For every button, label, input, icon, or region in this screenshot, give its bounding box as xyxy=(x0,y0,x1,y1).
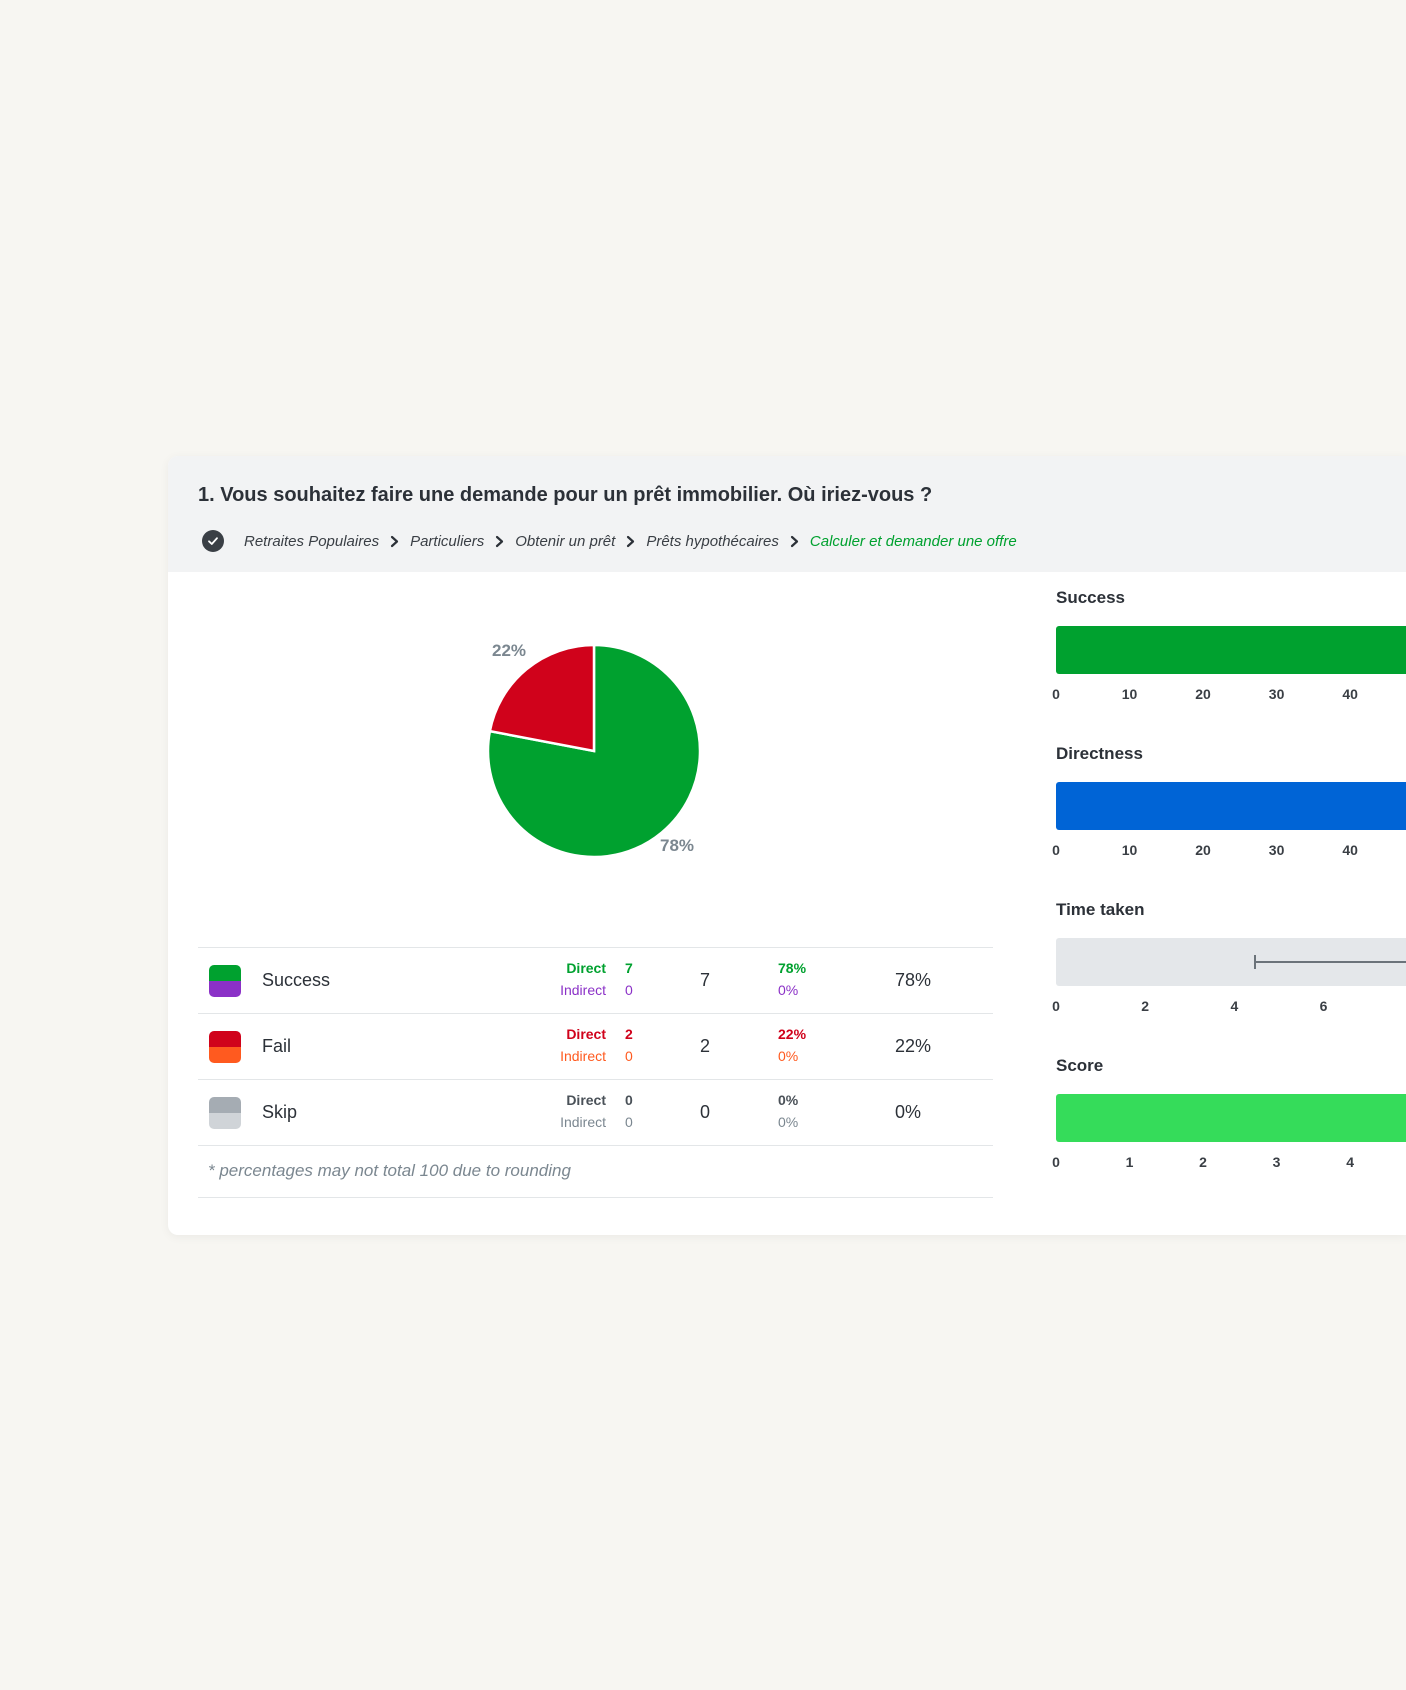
indirect-percent: 0% xyxy=(778,1114,799,1130)
color-swatch xyxy=(209,1097,241,1129)
pie-label-fail: 22% xyxy=(492,641,526,660)
breadcrumb-item[interactable]: Prêts hypothécaires xyxy=(646,532,779,550)
axis-tick-label: 0 xyxy=(1052,686,1060,702)
axis-tick-label: 0 xyxy=(1052,998,1060,1014)
indirect-label: Indirect xyxy=(560,982,606,998)
axis-tick-label: 4 xyxy=(1230,998,1239,1014)
axis-tick-label: 6 xyxy=(1319,998,1328,1014)
metric-title: Score xyxy=(1056,1056,1104,1075)
breadcrumb-item-destination[interactable]: Calculer et demander une offre xyxy=(809,532,1017,550)
direct-label: Direct xyxy=(566,1092,606,1108)
axis-tick-label: 30 xyxy=(1268,842,1285,858)
task-result-card: 1. Vous souhaitez faire une demande pour… xyxy=(168,456,1406,1235)
footnote-row: * percentages may not total 100 due to r… xyxy=(198,1145,993,1198)
row-total-percent: 78% xyxy=(895,970,932,990)
result-row-fail: Fail Direct Indirect 2 0 2 22% 0% 22% xyxy=(198,1013,993,1079)
chevron-right-icon xyxy=(790,535,799,548)
indirect-label: Indirect xyxy=(560,1114,606,1130)
direct-value: 0 xyxy=(625,1092,633,1108)
axis-tick-label: 10 xyxy=(1121,686,1138,702)
row-total: 7 xyxy=(699,970,710,990)
color-swatch xyxy=(209,965,241,997)
pie-label-success: 78% xyxy=(660,836,694,855)
result-row-success: Success Direct Indirect 7 0 7 78% 0% 78% xyxy=(198,947,993,1013)
row-label: Success xyxy=(262,970,331,990)
error-whisker xyxy=(1253,961,1406,963)
metric-axis: 0 10 20 30 40 xyxy=(1052,686,1406,706)
row-label: Skip xyxy=(262,1102,298,1122)
metric-axis: 0 1 2 3 4 xyxy=(1052,1154,1406,1174)
direct-value: 7 xyxy=(625,960,633,976)
metric-time-taken: Time taken 0 2 4 6 xyxy=(1052,900,1406,1030)
error-whisker-cap xyxy=(1253,955,1256,969)
breadcrumb-item[interactable]: Obtenir un prêt xyxy=(515,532,616,550)
row-total-percent: 0% xyxy=(895,1102,922,1122)
chevron-right-icon xyxy=(495,535,504,548)
result-pie-chart: 78% 22% xyxy=(468,626,768,896)
direct-label: Direct xyxy=(566,960,606,976)
indirect-percent: 0% xyxy=(778,982,799,998)
metric-score: Score 0 1 2 3 4 xyxy=(1052,1056,1406,1186)
axis-tick-label: 40 xyxy=(1342,686,1358,702)
metric-bar[interactable] xyxy=(1056,626,1406,674)
metric-bar[interactable] xyxy=(1056,1094,1406,1142)
axis-tick-label: 2 xyxy=(1199,1154,1207,1170)
question-title: 1. Vous souhaitez faire une demande pour… xyxy=(198,484,933,506)
axis-tick-label: 30 xyxy=(1268,686,1285,702)
metric-bar-fill xyxy=(1056,626,1406,674)
metric-bar-fill xyxy=(1056,782,1406,830)
axis-tick-label: 3 xyxy=(1272,1154,1281,1170)
axis-tick-label: 10 xyxy=(1121,842,1138,858)
axis-tick-label: 0 xyxy=(1052,842,1060,858)
row-total: 2 xyxy=(699,1036,710,1056)
indirect-value: 0 xyxy=(625,1048,633,1064)
result-row-skip: Skip Direct Indirect 0 0 0 0% 0% 0% xyxy=(198,1079,993,1145)
result-table: Success Direct Indirect 7 0 7 78% 0% 78% Fail Dire… xyxy=(198,947,993,1198)
card-header: 1. Vous souhaitez faire une demande pour… xyxy=(168,456,1406,572)
axis-tick-label: 0 xyxy=(1052,1154,1060,1170)
axis-tick-label: 20 xyxy=(1195,686,1211,702)
metric-axis: 0 2 4 6 xyxy=(1052,998,1406,1018)
direct-label: Direct xyxy=(566,1026,606,1042)
axis-tick-label: 1 xyxy=(1125,1154,1134,1170)
breadcrumb-item[interactable]: Particuliers xyxy=(410,532,485,550)
metric-bar[interactable] xyxy=(1056,938,1406,986)
check-circle-icon xyxy=(202,530,224,552)
metric-title: Directness xyxy=(1056,744,1143,763)
metric-success: Success 0 10 20 30 40 xyxy=(1052,588,1406,718)
color-swatch xyxy=(209,1031,241,1063)
metric-bar-fill xyxy=(1056,1094,1406,1142)
breadcrumb-item[interactable]: Retraites Populaires xyxy=(244,532,380,550)
direct-percent: 22% xyxy=(778,1026,807,1042)
breadcrumb: Retraites Populaires Particuliers Obteni… xyxy=(202,529,1017,553)
axis-tick-label: 20 xyxy=(1195,842,1211,858)
axis-tick-label: 2 xyxy=(1141,998,1150,1014)
metric-title: Time taken xyxy=(1056,900,1145,919)
rounding-footnote: * percentages may not total 100 due to r… xyxy=(208,1161,571,1180)
indirect-label: Indirect xyxy=(560,1048,606,1064)
metric-directness: Directness 0 10 20 30 40 xyxy=(1052,744,1406,874)
axis-tick-label: 4 xyxy=(1346,1154,1355,1170)
metric-bar[interactable] xyxy=(1056,782,1406,830)
indirect-value: 0 xyxy=(625,982,633,998)
pie-slice-fail[interactable] xyxy=(488,643,596,753)
chevron-right-icon xyxy=(626,535,635,548)
indirect-value: 0 xyxy=(625,1114,633,1130)
direct-percent: 78% xyxy=(778,960,807,976)
row-total-percent: 22% xyxy=(895,1036,932,1056)
axis-tick-label: 40 xyxy=(1342,842,1358,858)
direct-value: 2 xyxy=(625,1026,633,1042)
row-label: Fail xyxy=(262,1036,292,1056)
metric-axis: 0 10 20 30 40 xyxy=(1052,842,1406,862)
pie-svg: 78% 22% xyxy=(486,641,702,859)
direct-percent: 0% xyxy=(778,1092,799,1108)
metric-title: Success xyxy=(1056,588,1125,607)
chevron-right-icon xyxy=(390,535,399,548)
row-total: 0 xyxy=(699,1102,710,1122)
indirect-percent: 0% xyxy=(778,1048,799,1064)
